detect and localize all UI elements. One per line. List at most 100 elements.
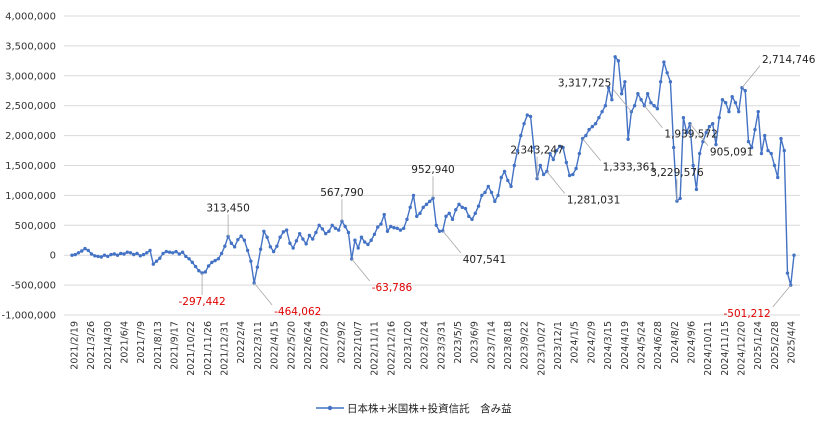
y-tick-label: 1,500,000	[5, 161, 56, 172]
data-point	[493, 199, 497, 204]
data-label: -464,062	[274, 306, 321, 318]
data-point	[262, 229, 266, 233]
data-point	[288, 241, 292, 245]
data-point	[649, 101, 653, 105]
y-tick-label: -500,000	[11, 281, 56, 292]
data-point	[219, 251, 224, 256]
data-point	[782, 148, 786, 153]
data-point	[590, 124, 595, 129]
data-label: 567,790	[320, 187, 363, 199]
x-tick-label: 2025/1/24	[753, 321, 764, 370]
data-point	[128, 251, 133, 255]
data-point	[402, 226, 406, 230]
data-point	[203, 270, 208, 274]
data-point	[294, 239, 299, 243]
data-point	[444, 214, 448, 219]
data-point	[226, 234, 230, 239]
x-tick-label: 2024/11/15	[720, 321, 731, 376]
data-point	[512, 163, 517, 168]
data-point	[245, 248, 250, 253]
data-point	[623, 80, 627, 84]
x-tick-label: 2023/9/22	[520, 321, 531, 370]
data-point	[626, 137, 630, 141]
x-tick-label: 2024/2/9	[586, 321, 597, 364]
annotation-leader	[613, 89, 632, 112]
x-tick-label: 2022/12/16	[386, 321, 397, 376]
data-point	[737, 109, 741, 114]
data-point	[668, 80, 673, 84]
y-tick-label: 3,000,000	[5, 71, 56, 82]
data-point	[187, 257, 191, 261]
data-point	[164, 249, 169, 254]
data-point	[340, 219, 344, 223]
data-point	[80, 249, 84, 253]
data-point	[249, 259, 253, 263]
data-point	[268, 245, 273, 249]
data-point	[509, 184, 513, 189]
data-point	[753, 127, 757, 132]
data-label: -297,442	[178, 296, 225, 308]
data-point	[454, 208, 458, 212]
x-tick-label: 2021/8/13	[153, 321, 164, 370]
data-point	[330, 223, 334, 227]
data-point	[177, 252, 182, 256]
data-point	[216, 257, 221, 261]
x-tick-label: 2023/10/27	[536, 321, 547, 376]
data-point	[161, 251, 165, 256]
data-point	[519, 133, 523, 138]
data-point	[558, 144, 562, 149]
data-point	[353, 238, 357, 242]
x-tick-label: 2024/8/2	[670, 321, 681, 364]
data-point	[681, 115, 686, 120]
data-point	[151, 262, 156, 266]
data-point	[541, 172, 546, 177]
data-point	[694, 187, 699, 192]
x-tick-label: 2025/2/28	[770, 321, 781, 370]
data-point	[229, 241, 234, 245]
data-point	[83, 246, 87, 251]
data-point	[532, 145, 536, 150]
data-label: -63,786	[372, 282, 413, 294]
data-point	[135, 251, 139, 256]
data-point	[223, 244, 227, 248]
data-point	[675, 199, 679, 203]
data-point	[593, 121, 598, 126]
data-point	[704, 130, 708, 135]
data-label: 313,450	[206, 202, 249, 214]
data-label: 1,333,361	[603, 162, 656, 174]
x-tick-label: 2024/6/28	[653, 321, 664, 370]
data-point	[730, 95, 734, 99]
data-point	[379, 222, 383, 226]
data-point	[717, 115, 721, 120]
data-point	[460, 205, 464, 210]
data-point	[89, 252, 94, 256]
data-point	[372, 232, 377, 236]
data-point	[395, 226, 399, 230]
data-point	[470, 217, 474, 222]
data-point	[405, 217, 409, 222]
data-point	[122, 252, 126, 256]
data-point	[119, 251, 123, 256]
data-point	[86, 248, 90, 253]
data-point	[437, 229, 442, 233]
data-point	[733, 101, 738, 105]
x-tick-label: 2023/2/24	[420, 321, 431, 370]
data-point	[389, 224, 393, 229]
data-point	[125, 250, 129, 254]
data-point	[658, 80, 663, 84]
data-point	[236, 237, 240, 242]
data-point	[70, 253, 74, 257]
data-point	[213, 258, 217, 263]
data-point	[239, 234, 243, 238]
data-point	[597, 115, 601, 120]
data-point	[369, 238, 373, 242]
x-tick-label: 2023/12/1	[553, 321, 564, 370]
data-point	[714, 142, 718, 147]
data-point	[343, 224, 347, 229]
data-point	[408, 205, 412, 210]
annotation-labels: -297,442 313,450 -464,062 567,790 -63,786 952…	[178, 54, 815, 320]
data-point	[483, 190, 487, 195]
legend-series-label: 日本株+米国株+投資信託 含み益	[347, 402, 512, 415]
data-point	[167, 250, 172, 254]
data-point	[301, 237, 305, 241]
